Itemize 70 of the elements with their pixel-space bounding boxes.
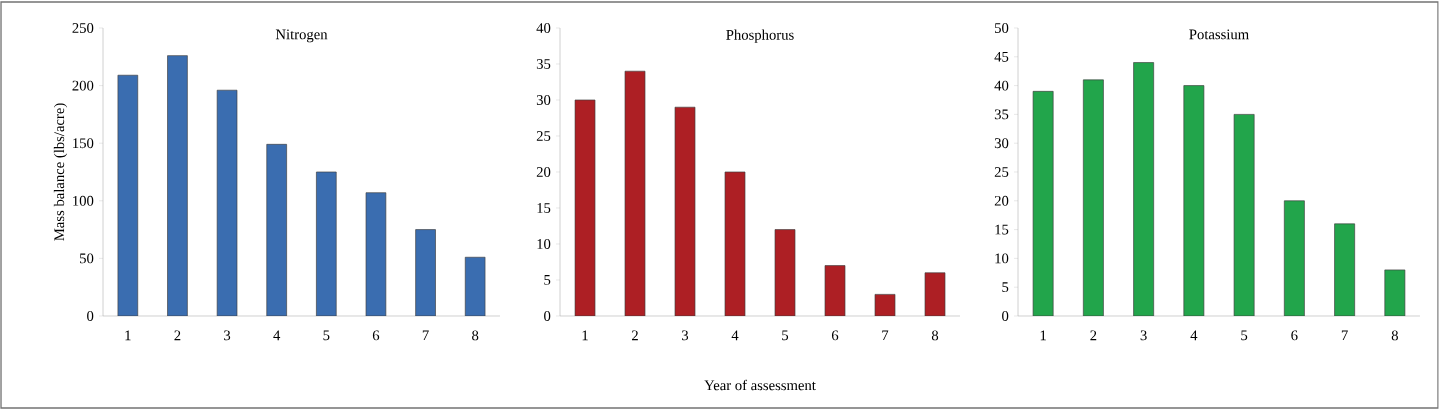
y-tick-label: 30 — [994, 138, 1009, 149]
x-tick-label: 8 — [931, 330, 939, 341]
bar — [266, 144, 287, 316]
x-tick-label: 5 — [782, 330, 789, 341]
y-tick-label: 5 — [544, 275, 551, 285]
x-tick-label: 7 — [882, 330, 889, 341]
y-tick-label: 20 — [536, 167, 551, 177]
chart-title: Potassium — [1189, 29, 1249, 40]
chart-title: Phosphorus — [726, 29, 794, 43]
y-tick-label: 15 — [995, 224, 1009, 235]
y-tick-label: 150 — [73, 138, 94, 149]
y-tick-label: 100 — [73, 195, 94, 206]
y-tick-label: 15 — [537, 203, 551, 213]
x-tick-label: 4 — [1190, 330, 1198, 341]
y-tick-label: 5 — [1002, 282, 1009, 293]
x-tick-label: 1 — [1040, 330, 1046, 341]
x-tick-label: 3 — [682, 330, 689, 341]
x-tick-label: 1 — [582, 330, 588, 341]
bar — [1233, 114, 1255, 316]
x-tick-label: 6 — [1291, 330, 1298, 341]
y-tick-label: 0 — [87, 311, 94, 321]
x-tick-label: 4 — [731, 330, 739, 341]
y-tick-label: 0 — [544, 311, 551, 321]
y-tick-label: 25 — [994, 167, 1009, 177]
y-axis-title: Mass balance (lbs/acre) — [53, 103, 68, 241]
x-tick-label: 8 — [472, 330, 479, 341]
x-tick-label: 7 — [1341, 330, 1348, 341]
bar — [117, 74, 139, 316]
bar — [216, 89, 238, 316]
x-tick-label: 4 — [273, 330, 281, 341]
x-tick-label: 8 — [1391, 330, 1398, 341]
bar — [1032, 91, 1054, 316]
x-tick-label: 7 — [422, 330, 429, 341]
y-tick-label: 40 — [536, 23, 551, 33]
y-tick-label: 10 — [537, 239, 551, 249]
bar — [1133, 62, 1155, 316]
y-tick-label: 250 — [72, 23, 94, 33]
y-tick-label: 40 — [994, 80, 1009, 91]
x-tick-label: 2 — [631, 330, 638, 341]
x-tick-label: 5 — [1241, 330, 1248, 341]
bar — [1283, 200, 1305, 316]
bar — [365, 192, 387, 316]
y-tick-label: 30 — [536, 95, 551, 105]
y-tick-label: 50 — [80, 253, 94, 264]
y-tick-label: 35 — [994, 109, 1009, 120]
x-tick-label: 1 — [125, 330, 131, 341]
bar — [1082, 79, 1104, 316]
x-tick-label: 5 — [323, 330, 330, 341]
x-tick-label: 2 — [174, 330, 181, 341]
y-tick-label: 50 — [995, 23, 1009, 33]
y-tick-label: 0 — [1002, 311, 1009, 321]
y-tick-label: 25 — [536, 131, 551, 141]
x-tick-label: 3 — [224, 330, 231, 341]
x-tick-label: 3 — [1140, 330, 1147, 341]
x-tick-label: 2 — [1090, 330, 1097, 341]
bar — [316, 171, 337, 316]
y-tick-label: 45 — [994, 51, 1009, 62]
bar — [1334, 223, 1356, 316]
x-axis-title: Year of assessment — [704, 379, 816, 391]
bar — [167, 55, 188, 316]
bar — [415, 229, 436, 316]
y-tick-label: 35 — [536, 59, 551, 69]
chart-title: Nitrogen — [275, 29, 328, 43]
x-tick-label: 6 — [831, 330, 839, 341]
y-tick-label: 20 — [994, 195, 1009, 206]
x-tick-label: 6 — [372, 330, 380, 341]
y-tick-label: 10 — [995, 253, 1009, 264]
bar — [1183, 85, 1205, 316]
bar — [1384, 269, 1406, 316]
y-tick-label: 200 — [72, 80, 94, 91]
